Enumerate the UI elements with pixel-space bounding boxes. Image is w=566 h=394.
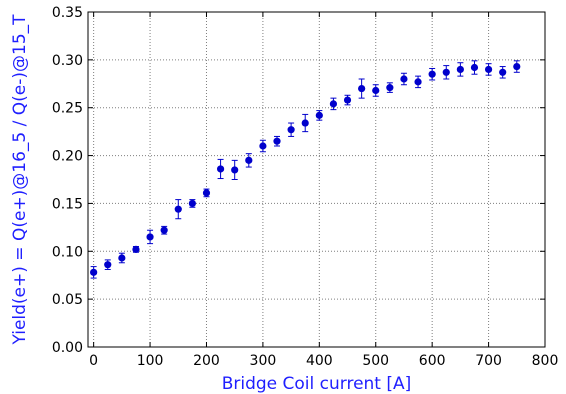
data-point — [470, 63, 479, 72]
x-tick-label: 700 — [475, 353, 502, 369]
data-point — [329, 100, 338, 108]
data-point — [400, 75, 408, 83]
data-point — [90, 268, 98, 276]
data-point — [513, 62, 521, 71]
data-point — [160, 226, 168, 234]
data-point — [414, 78, 422, 86]
x-tick-label: 500 — [362, 353, 389, 369]
data-point — [245, 156, 253, 164]
data-point — [188, 199, 196, 208]
data-point — [118, 254, 126, 262]
data-point — [358, 84, 366, 93]
y-tick-label: 0.05 — [52, 292, 83, 308]
x-axis-title: Bridge Coil current [A] — [222, 374, 412, 394]
data-point — [428, 70, 436, 78]
data-point — [499, 68, 507, 76]
data-point — [456, 65, 464, 74]
data-point — [301, 119, 309, 127]
data-point — [216, 165, 225, 173]
plot-frame — [87, 11, 546, 348]
data-point — [442, 68, 450, 76]
data-point — [132, 245, 140, 253]
data-point — [386, 84, 394, 92]
data-point — [231, 166, 239, 174]
x-tick-label: 300 — [250, 353, 277, 369]
y-tick-label: 0.30 — [52, 53, 83, 69]
data-point — [343, 96, 352, 104]
data-point — [174, 205, 182, 213]
data-point — [104, 261, 112, 269]
point-layer — [90, 62, 521, 276]
data-point — [273, 137, 281, 145]
x-tick-label: 800 — [532, 353, 559, 369]
data-point — [146, 233, 154, 241]
y-tick-label: 0.20 — [52, 149, 83, 165]
x-tick-label: 0 — [89, 353, 98, 369]
data-point — [315, 111, 323, 119]
y-tick-label: 0.15 — [52, 196, 83, 212]
y-axis-title: Yield(e+) = Q(e+)@16_5 / Q(e-)@15_T — [10, 14, 30, 346]
data-point — [259, 142, 267, 150]
x-tick-label: 200 — [193, 353, 220, 369]
data-point — [287, 126, 295, 134]
x-tick-label: 100 — [137, 353, 164, 369]
x-tick-label: 400 — [306, 353, 333, 369]
y-tick-label: 0.25 — [52, 101, 83, 117]
y-tick-label: 0.00 — [52, 340, 83, 356]
errorbar-layer — [90, 60, 520, 279]
data-point — [484, 65, 493, 74]
data-point — [372, 86, 380, 95]
x-tick-label: 600 — [419, 353, 446, 369]
tick-layer: 0 100 200 300 400 500 600 700 800 0.00 0.05 0.10 0.1… — [52, 5, 559, 369]
y-tick-label: 0.10 — [52, 244, 83, 260]
y-tick-label: 0.35 — [52, 5, 83, 21]
data-point — [202, 189, 211, 197]
grid-layer — [88, 12, 545, 347]
